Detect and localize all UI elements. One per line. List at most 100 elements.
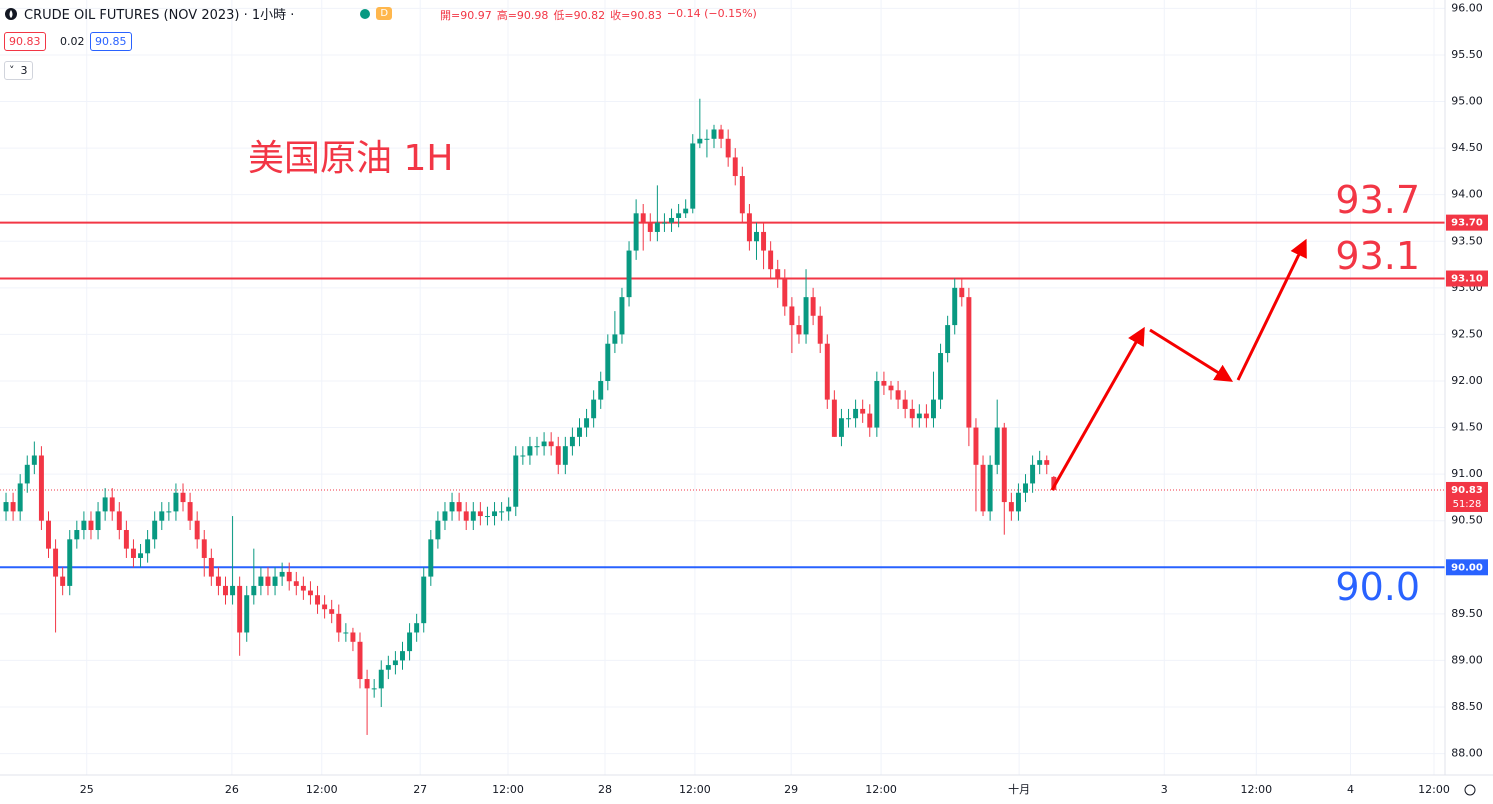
- candle-body: [456, 502, 462, 512]
- candle-body: [102, 497, 108, 512]
- candle-body: [88, 520, 94, 531]
- level-axis-label: 93.70: [1451, 218, 1483, 229]
- y-tick-label: 93.50: [1451, 234, 1483, 247]
- candle-body: [215, 576, 221, 586]
- arrow: [1149, 328, 1234, 382]
- candle-body: [95, 511, 101, 531]
- candle-body: [138, 553, 144, 558]
- y-tick-label: 95.50: [1451, 48, 1483, 61]
- candle-body: [449, 502, 455, 512]
- candle-body: [208, 557, 214, 577]
- candle-body: [938, 353, 944, 400]
- candle-body: [279, 571, 285, 577]
- candle-body: [180, 492, 186, 503]
- candle-body: [67, 539, 73, 586]
- candle-body: [350, 632, 356, 642]
- candle-body: [725, 138, 731, 158]
- candle-body: [506, 506, 512, 512]
- candle-body: [768, 250, 774, 270]
- candle-body: [329, 609, 335, 614]
- candle-body: [223, 585, 228, 596]
- candle-body: [520, 455, 526, 457]
- candle-body: [534, 446, 540, 448]
- candle-body: [626, 250, 632, 298]
- candle-body: [152, 520, 158, 540]
- ohlc-change: −0.14 (−0.15%): [666, 7, 757, 20]
- candle-body: [336, 613, 342, 633]
- candle-body: [782, 278, 788, 307]
- candle-body: [541, 441, 547, 447]
- last-price-label: 90.83: [1451, 485, 1483, 496]
- candle-body: [548, 441, 554, 447]
- spread: 0.02: [60, 35, 85, 48]
- y-tick-label: 89.00: [1451, 653, 1483, 666]
- candle-body: [973, 427, 979, 465]
- x-tick-label: 12:00: [1240, 783, 1272, 796]
- indicator-count: 3: [20, 64, 28, 77]
- candle-body: [53, 548, 59, 577]
- y-tick-label: 92.00: [1451, 374, 1483, 387]
- candle-body: [916, 413, 922, 419]
- candle-body: [166, 511, 172, 513]
- candle-body: [1023, 483, 1028, 493]
- level-label: 93.1: [1335, 234, 1420, 278]
- candle-body: [414, 623, 420, 633]
- candle-body: [60, 576, 66, 586]
- y-tick-label: 94.50: [1451, 141, 1483, 154]
- candle-body: [824, 343, 830, 400]
- candle-body: [173, 492, 179, 512]
- level-label: 93.7: [1335, 178, 1420, 222]
- ohlc-high: 高=90.98: [496, 9, 549, 22]
- y-tick-label: 92.50: [1451, 327, 1483, 340]
- candle-body: [237, 585, 243, 633]
- candle-body: [619, 297, 625, 335]
- candle-body: [669, 217, 675, 223]
- settings-icon[interactable]: [1464, 784, 1476, 796]
- candle-body: [640, 213, 646, 223]
- candle-body: [895, 390, 901, 400]
- candle-body: [654, 222, 660, 232]
- candle-body: [1037, 460, 1043, 465]
- candle-body: [739, 176, 745, 214]
- candle-body: [605, 343, 611, 381]
- candle-body: [46, 520, 51, 549]
- candle-body: [923, 413, 929, 419]
- candle-body: [159, 511, 165, 521]
- candle-body: [754, 231, 759, 242]
- indicators-toggle[interactable]: ˅ 3: [4, 61, 33, 80]
- y-tick-label: 91.00: [1451, 467, 1483, 480]
- candle-body: [732, 157, 738, 177]
- level-badge: [1446, 214, 1488, 231]
- candle-body: [881, 380, 887, 386]
- countdown: 51:28: [1453, 499, 1482, 510]
- candle-body: [775, 269, 781, 279]
- symbol[interactable]: CRUDE OIL FUTURES (NOV 2023) · 1小時 ·: [24, 8, 295, 23]
- y-tick-label: 94.00: [1451, 188, 1483, 201]
- ohlc-open: 開=90.97: [440, 9, 492, 22]
- candle-body: [428, 539, 434, 577]
- bid[interactable]: 90.83: [4, 32, 46, 51]
- candle-body: [846, 418, 851, 420]
- candle-body: [187, 502, 193, 521]
- candle-body: [17, 483, 23, 512]
- x-tick-label: 28: [598, 783, 612, 796]
- ask[interactable]: 90.85: [90, 32, 132, 51]
- candle-body: [470, 511, 476, 521]
- candle-body: [584, 418, 590, 428]
- candle-body: [803, 297, 809, 335]
- candle-body: [251, 585, 257, 596]
- candle-body: [555, 446, 561, 465]
- axes: 88.00 88.50 89.00 89.50 90.00 90.50 91.00 91.50…: [80, 1, 1488, 796]
- candle-body: [980, 464, 986, 512]
- candle-body: [817, 315, 823, 344]
- candle-body: [860, 408, 866, 414]
- candle-body: [831, 399, 837, 437]
- y-tick-label: 90.50: [1451, 514, 1483, 527]
- candle-body: [633, 213, 639, 251]
- y-tick-label: 91.50: [1451, 421, 1483, 434]
- candle-body: [343, 632, 349, 634]
- y-tick-label: 95.00: [1451, 95, 1483, 108]
- annotation: 美国原油 1H: [248, 138, 453, 179]
- level-axis-label: 93.10: [1451, 274, 1483, 285]
